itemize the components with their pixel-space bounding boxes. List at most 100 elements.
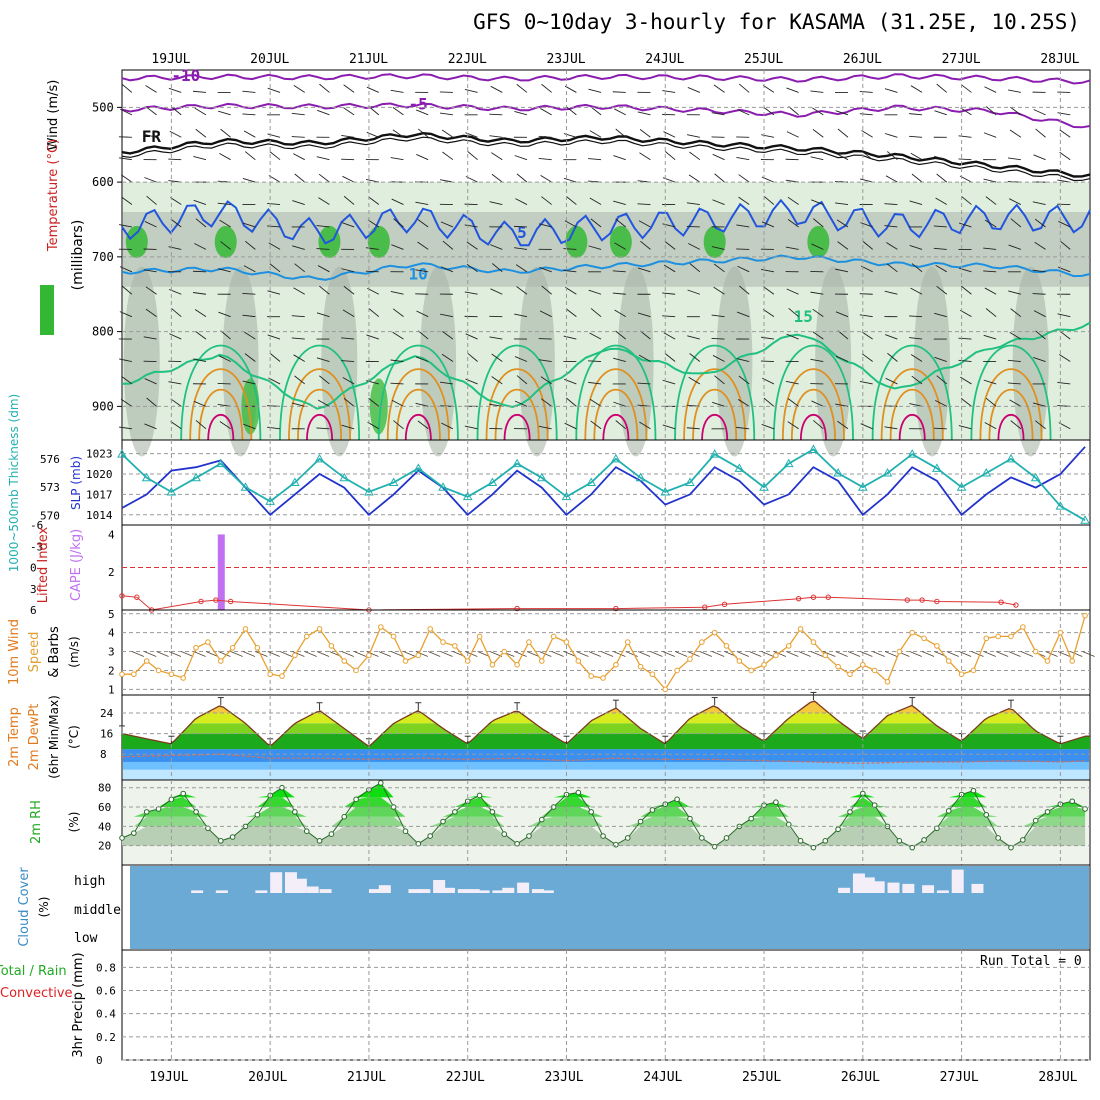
li-point — [119, 593, 125, 599]
cape-tick-label: 2 — [108, 566, 115, 579]
rh2m-point — [254, 811, 261, 818]
wind-barb — [244, 240, 256, 250]
surface-wind-barb — [699, 651, 712, 657]
wind-barb — [343, 107, 355, 116]
wind-barb — [490, 244, 503, 250]
wind-barb — [761, 134, 775, 138]
wind-barb — [391, 244, 404, 250]
wind-barb — [219, 421, 231, 430]
top-date-axis: 19JUL 20JUL 21JUL 22JUL 23JUL 24JUL 25JUL 26JUL… — [151, 52, 1079, 67]
rh2m-point — [489, 809, 496, 815]
li-tick-label: -3 — [30, 540, 43, 553]
wind-barb — [491, 353, 503, 362]
wind-barb — [267, 225, 281, 228]
wind-barb — [910, 85, 923, 93]
wind-speed-point — [637, 663, 644, 670]
wind-barb — [368, 308, 380, 318]
2m-rh-panel: 20 40 60 80 2m RH (%) — [29, 779, 1091, 866]
thickness-point — [117, 449, 127, 458]
wind-barb — [341, 222, 355, 228]
wind-barb — [342, 377, 355, 385]
wind-barb — [319, 375, 330, 385]
wind-barb — [120, 108, 133, 116]
thickness-point — [709, 449, 720, 458]
wind-barb — [837, 241, 849, 250]
rh2m-point — [835, 826, 841, 833]
wind-barb — [712, 355, 725, 362]
wind-barb — [787, 421, 799, 430]
wind-barb — [1008, 244, 1022, 250]
surface-wind-barb — [144, 651, 157, 657]
wind-speed-point — [193, 644, 199, 651]
precip-total-label: Total / Rain — [0, 964, 67, 979]
high-cloud-bar — [443, 887, 456, 893]
precip-panel: 0 0.2 0.4 0.6 0.8 Run Total = 0 Total / Rain Co… — [0, 949, 1091, 1067]
wind-barb — [538, 338, 552, 340]
high-cloud-bar — [319, 889, 332, 893]
surface-wind-barb — [662, 651, 675, 657]
wind-barb — [887, 151, 898, 161]
warm-isotherm-loop — [880, 368, 944, 441]
rh2m-point — [377, 780, 384, 786]
wind-barb — [217, 268, 231, 273]
wind-barb — [614, 108, 626, 116]
wind-barb — [884, 203, 898, 205]
high-cloud-bar — [270, 872, 283, 893]
temp-cold-band — [123, 769, 1089, 780]
wind-barb — [316, 225, 330, 228]
li-tick-label: 3 — [30, 583, 37, 596]
thickness-point — [759, 482, 769, 491]
wind-barb — [242, 314, 256, 318]
y-tick-label: 500 — [92, 100, 114, 114]
wind-barb — [540, 108, 552, 116]
rh2m-point — [773, 799, 779, 806]
wind-barb — [589, 130, 602, 138]
li-line — [121, 595, 1016, 611]
li-point — [227, 598, 234, 605]
wind-barb — [810, 291, 824, 295]
high-cloud-bar — [492, 890, 505, 893]
wind-speed-point — [254, 644, 261, 651]
surface-wind-barb — [884, 651, 898, 657]
wind-barb — [541, 83, 552, 93]
surface-wind-barb — [1008, 651, 1021, 657]
high-cloud-bar — [862, 877, 875, 893]
wind-barb — [983, 379, 997, 385]
thickness-point — [611, 453, 621, 463]
wind-barb — [541, 285, 552, 295]
wind-barb — [170, 420, 182, 430]
wind-barb — [711, 337, 725, 340]
cloud-label: Cloud Cover — [17, 867, 32, 947]
temp-band-1 — [122, 723, 1090, 734]
wind-barb — [466, 241, 478, 250]
thickness-point — [833, 468, 843, 477]
wind-barb — [415, 402, 429, 407]
high-cloud-bar — [306, 886, 319, 893]
temp-cold-band — [123, 761, 1089, 770]
wind-barb — [417, 219, 429, 228]
rh2m-point — [1008, 844, 1014, 851]
wind-barb — [983, 270, 997, 273]
slp-thickness-panel: 1014 1017 1020 1023 570 573 576 1000~500mb Thic… — [7, 394, 1091, 572]
thickness-point — [660, 486, 671, 496]
rh2m-point — [810, 844, 817, 851]
wind-speed-point — [538, 658, 545, 664]
rh2m-point — [624, 835, 631, 841]
wind-barb — [267, 133, 281, 138]
wind-speed-point — [860, 661, 866, 668]
wind-barb — [736, 156, 750, 161]
precip-ylabel: 3hr Precip (mm) — [71, 952, 86, 1057]
wind-barb — [1010, 308, 1022, 318]
wind-speed-point — [514, 661, 520, 668]
temp2m-label-4: (°C) — [67, 725, 81, 749]
wind-barb — [319, 83, 330, 93]
wind-barb — [711, 112, 725, 116]
temp-tick-label: 16 — [100, 728, 113, 741]
wind-barb — [540, 398, 552, 407]
wind-barb — [1032, 269, 1046, 273]
rh2m-point — [119, 835, 125, 841]
wind-barb — [316, 156, 330, 161]
wind-speed-point — [476, 633, 483, 640]
wind-barb — [1010, 106, 1022, 116]
upper-air-ylabel: (millibars) — [70, 220, 86, 291]
